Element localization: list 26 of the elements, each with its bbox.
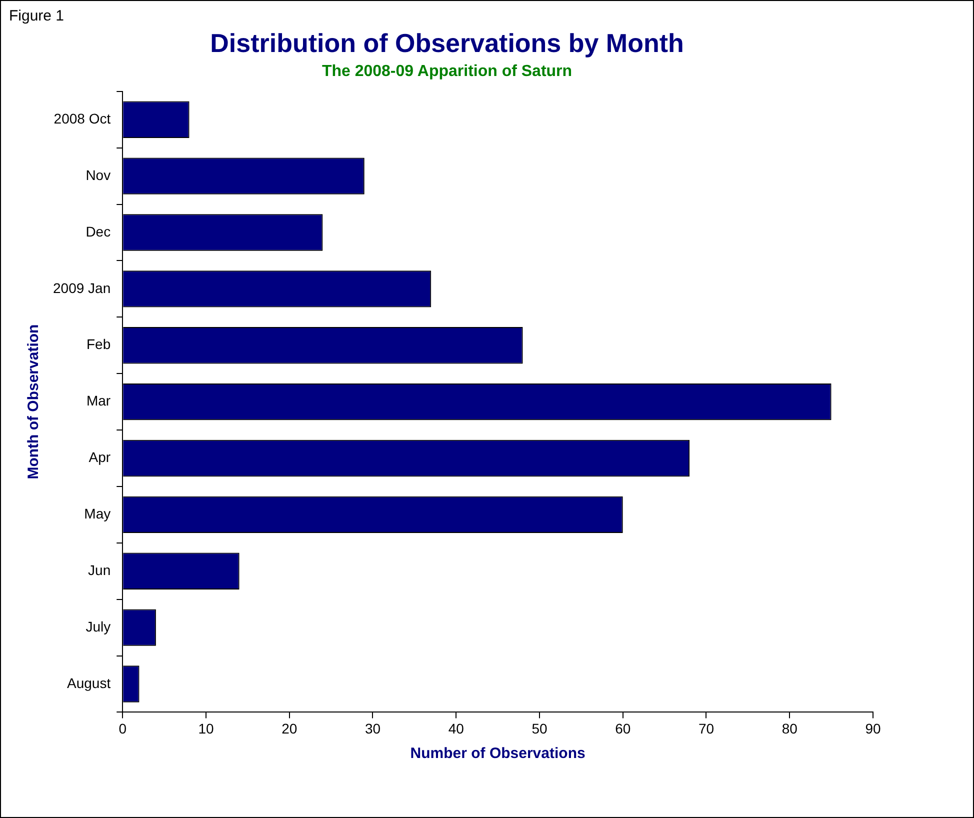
y-tick-label: July <box>86 618 111 634</box>
y-tick-label: Dec <box>86 223 111 240</box>
x-tick-label: 60 <box>615 720 631 736</box>
x-tick-label: 20 <box>282 720 298 736</box>
chart-subtitle: The 2008-09 Apparition of Saturn <box>322 63 572 80</box>
y-tick-label: May <box>84 506 111 522</box>
x-tick-label: 70 <box>698 720 714 736</box>
x-tick-label: 10 <box>198 720 214 736</box>
y-tick-label: 2009 Jan <box>52 280 111 296</box>
x-tick-label: 30 <box>364 720 381 736</box>
caption: Figure 1 <box>9 8 64 25</box>
y-tick-label: Jun <box>88 562 111 578</box>
y-tick-label: Nov <box>86 166 111 183</box>
x-tick-label: 50 <box>532 720 548 736</box>
y-tick-label: 2008 Oct <box>54 110 111 126</box>
y-tick-label: Apr <box>88 449 111 466</box>
chart-title: Distribution of Observations by Month <box>210 28 684 58</box>
x-tick-label: 80 <box>782 720 798 736</box>
y-tick-label: August <box>67 674 111 691</box>
y-tick-label: Mar <box>86 392 111 409</box>
y-tick-label: Feb <box>86 336 111 352</box>
x-tick-label: 90 <box>865 720 881 736</box>
x-tick-label: 40 <box>448 720 464 736</box>
x-tick-label: 0 <box>118 720 127 736</box>
y-axis-title: Month of Observation <box>25 324 42 480</box>
x-axis-title: Number of Observations <box>410 745 586 762</box>
